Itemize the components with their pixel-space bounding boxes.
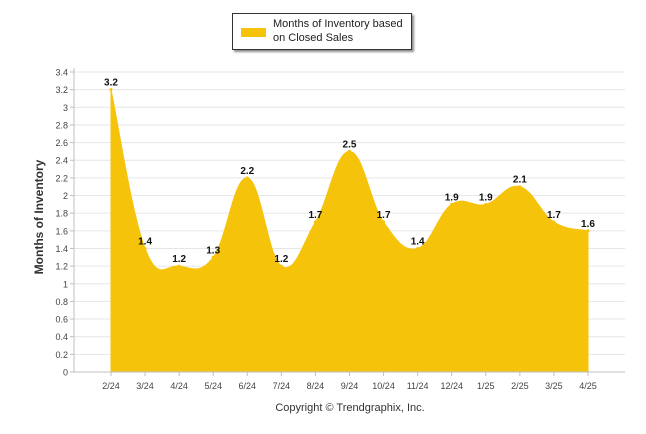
copyright-footer: Copyright © Trendgraphix, Inc. xyxy=(275,402,425,414)
y-tick-label: 2.2 xyxy=(55,173,68,183)
data-point xyxy=(450,202,454,206)
x-tick-label: 8/24 xyxy=(307,381,325,391)
data-label: 1.2 xyxy=(172,254,186,265)
data-point xyxy=(279,264,283,268)
x-tick-label: 6/24 xyxy=(239,381,257,391)
data-label: 1.6 xyxy=(581,219,595,230)
y-tick-label: 1.2 xyxy=(55,262,68,272)
data-point xyxy=(211,255,215,259)
data-label: 1.9 xyxy=(479,192,493,203)
x-tick-label: 2/24 xyxy=(102,381,120,391)
y-tick-label: 2 xyxy=(63,191,68,201)
y-tick-label: 0.4 xyxy=(55,332,68,342)
data-point xyxy=(245,176,249,180)
y-tick-label: 0.8 xyxy=(55,297,68,307)
data-label: 1.3 xyxy=(206,245,220,256)
data-label: 1.7 xyxy=(377,210,391,221)
data-label: 3.2 xyxy=(104,78,118,89)
x-tick-label: 12/24 xyxy=(440,381,463,391)
data-label: 1.4 xyxy=(411,236,425,247)
data-point xyxy=(313,220,317,224)
y-tick-label: 0.2 xyxy=(55,350,68,360)
x-tick-label: 11/24 xyxy=(407,381,429,391)
x-tick-label: 2/25 xyxy=(511,381,529,391)
y-tick-label: 1 xyxy=(63,279,68,289)
legend-label-line1: Months of Inventory based xyxy=(273,18,403,30)
y-tick-label: 2.4 xyxy=(55,156,68,166)
x-tick-label: 5/24 xyxy=(204,381,222,391)
x-tick-label: 4/24 xyxy=(170,381,188,391)
data-label: 1.9 xyxy=(445,192,459,203)
data-point xyxy=(518,185,522,189)
data-point xyxy=(109,88,113,92)
y-tick-label: 1.6 xyxy=(55,226,68,236)
data-point xyxy=(586,229,590,233)
x-tick-label: 9/24 xyxy=(341,381,359,391)
legend-label: Months of Inventory based on Closed Sale… xyxy=(273,17,413,45)
x-tick-label: 3/25 xyxy=(545,381,563,391)
data-point xyxy=(177,264,181,268)
x-tick-label: 10/24 xyxy=(372,381,395,391)
x-tick-label: 4/25 xyxy=(579,381,597,391)
data-label: 1.4 xyxy=(138,236,152,247)
chart-legend: Months of Inventory based on Closed Sale… xyxy=(232,13,412,50)
y-tick-label: 0 xyxy=(63,368,68,378)
y-tick-label: 3 xyxy=(63,103,68,113)
data-label: 2.2 xyxy=(240,166,254,177)
data-point xyxy=(348,149,351,153)
data-label: 1.7 xyxy=(308,210,322,221)
x-tick-label: 7/24 xyxy=(273,381,291,391)
data-label: 2.5 xyxy=(343,139,357,150)
data-point xyxy=(382,220,386,224)
y-tick-label: 2.8 xyxy=(55,120,68,130)
data-point xyxy=(552,220,556,224)
y-tick-label: 3.2 xyxy=(55,85,68,95)
y-tick-label: 0.6 xyxy=(55,315,68,325)
y-tick-label: 3.4 xyxy=(55,68,68,78)
y-tick-label: 2.6 xyxy=(55,138,68,148)
data-label: 2.1 xyxy=(513,175,527,186)
data-point xyxy=(143,246,147,250)
y-tick-label: 1.8 xyxy=(55,209,68,219)
data-label: 1.7 xyxy=(547,210,561,221)
x-tick-label: 1/25 xyxy=(477,381,495,391)
legend-swatch xyxy=(241,28,266,37)
y-tick-label: 1.4 xyxy=(55,244,68,254)
data-point xyxy=(484,202,488,206)
x-tick-label: 3/24 xyxy=(136,381,154,391)
legend-label-line2: on Closed Sales xyxy=(273,32,354,44)
data-label: 1.2 xyxy=(274,254,288,265)
data-point xyxy=(416,246,420,250)
